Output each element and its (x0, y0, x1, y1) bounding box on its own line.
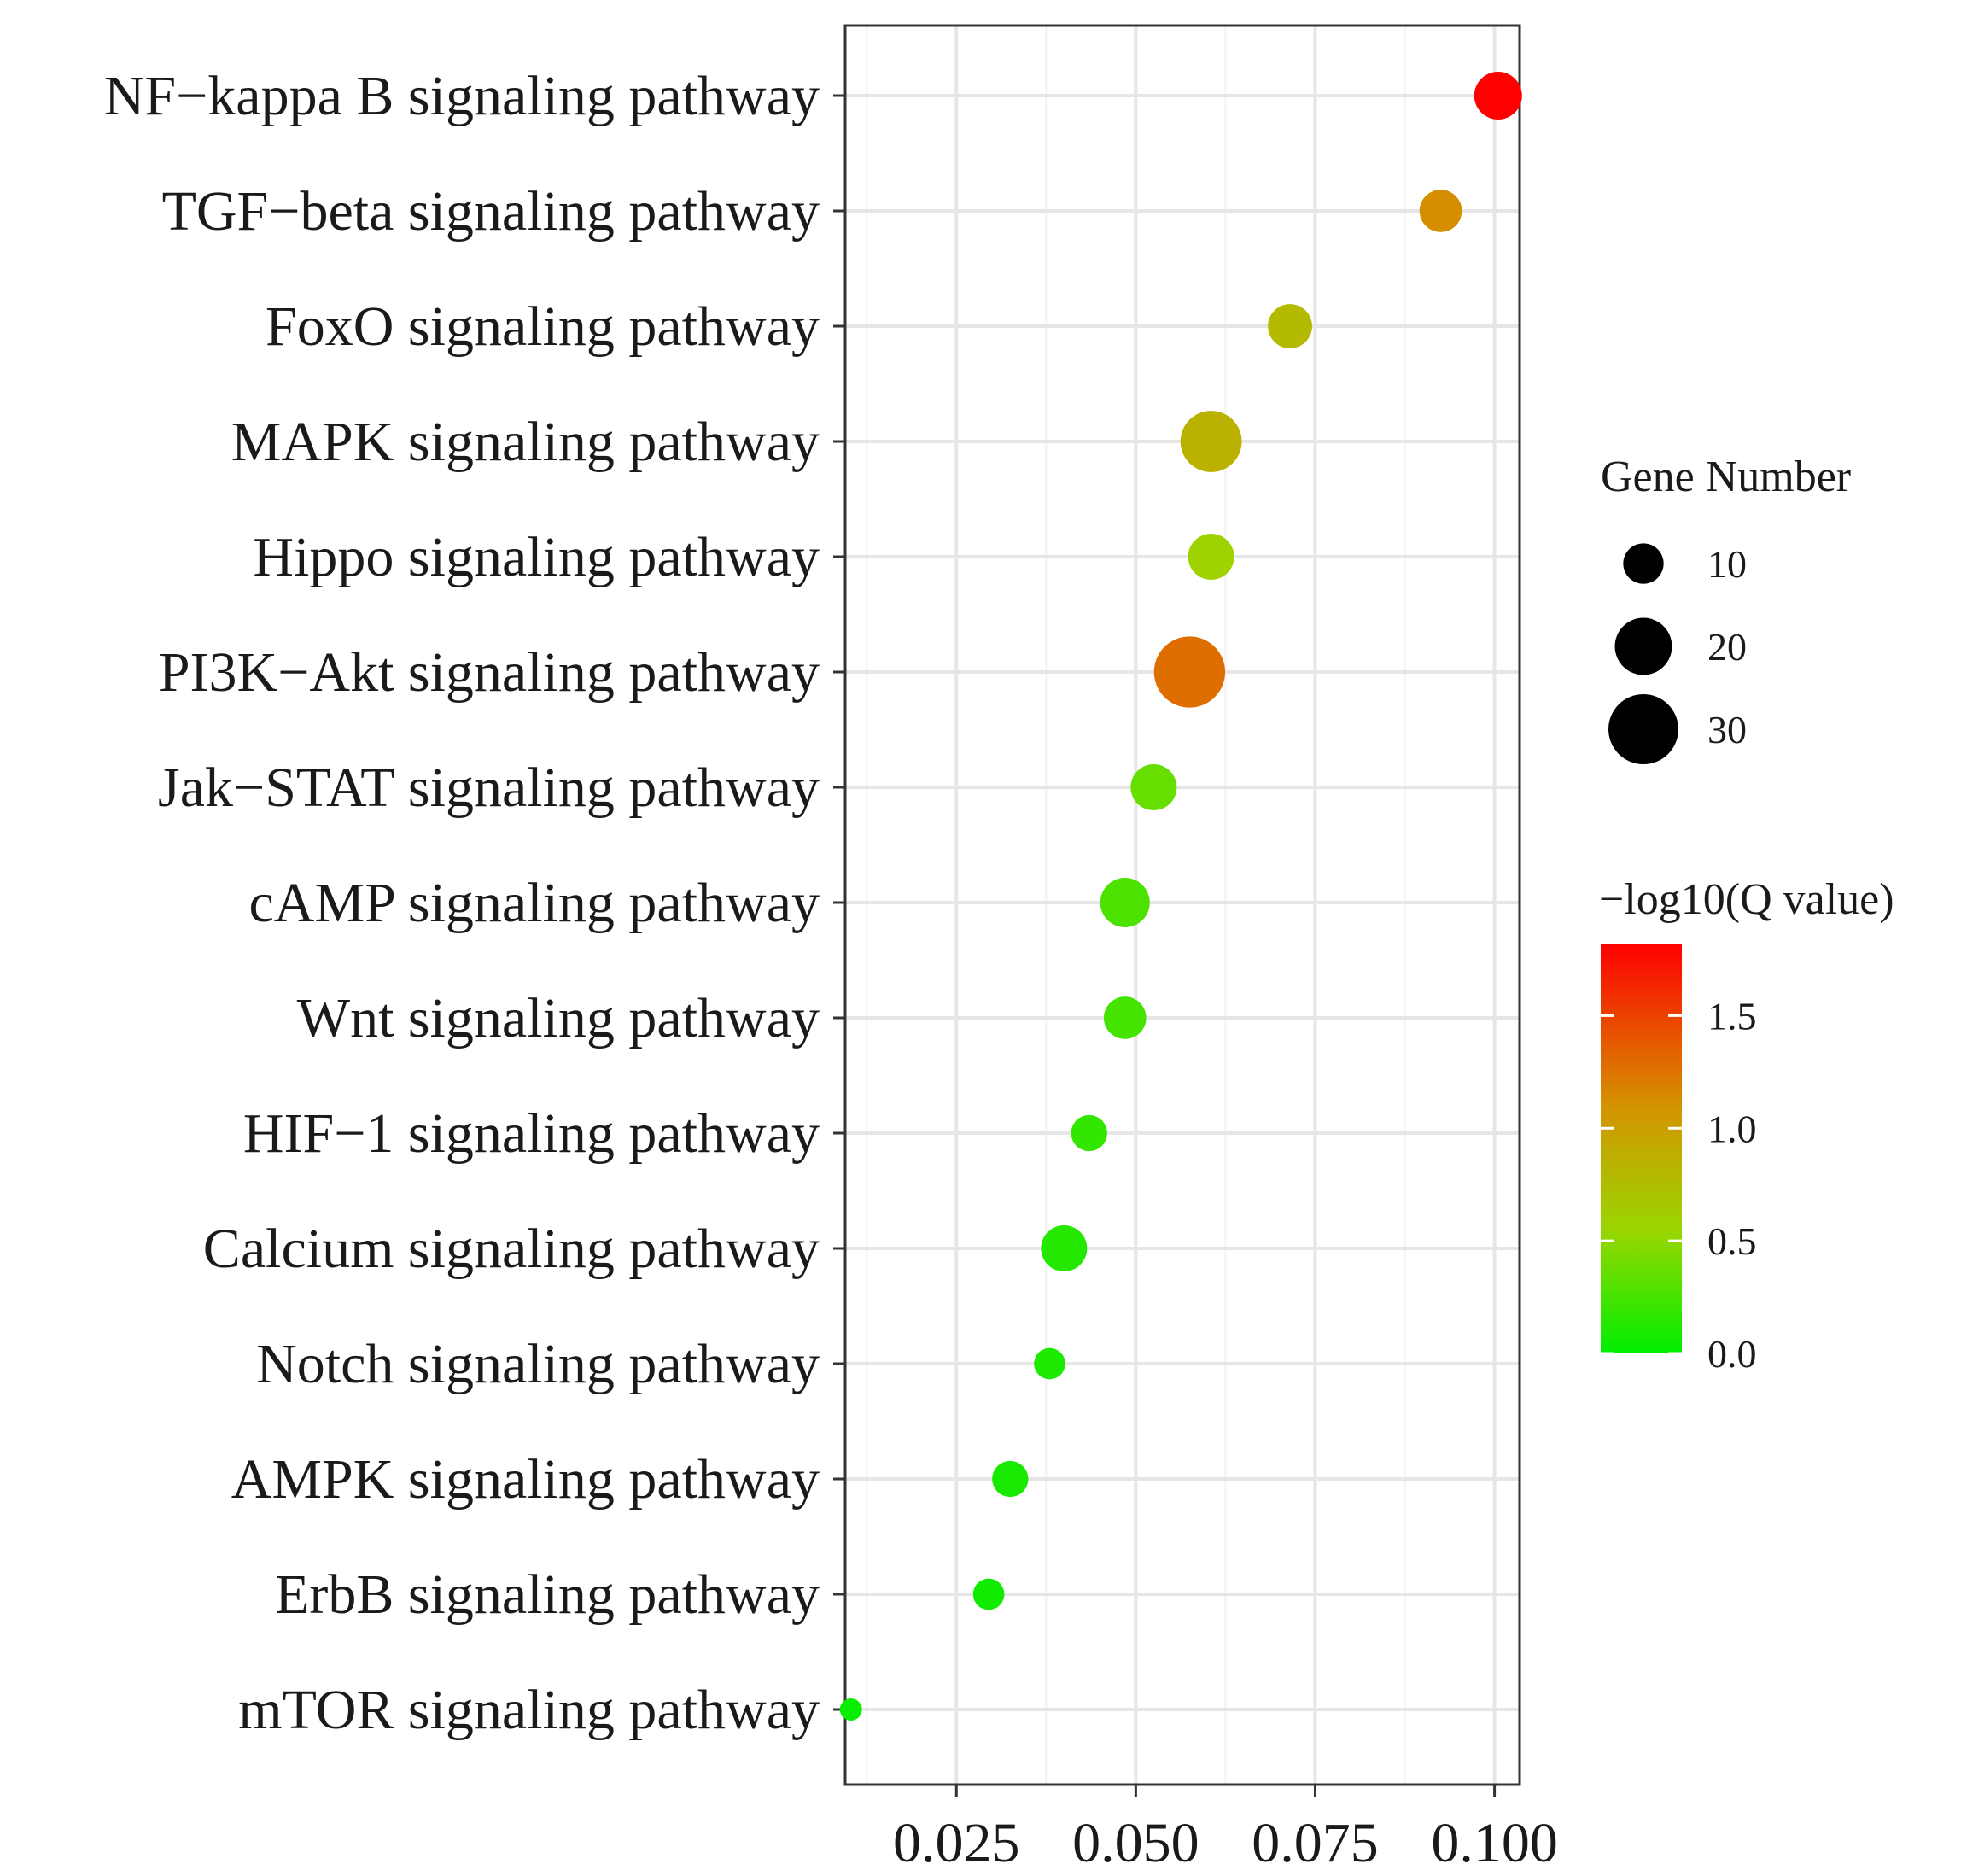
point-tgf-beta-signaling-pathway (1419, 190, 1462, 232)
color-legend-title: −log10(Q value) (1599, 875, 1894, 924)
x-tick-label: 0.050 (1072, 1812, 1199, 1874)
color-legend-label: 1.0 (1707, 1107, 1757, 1150)
y-label-ampk-signaling-pathway: AMPK signaling pathway (231, 1448, 820, 1511)
x-tick-label: 0.100 (1431, 1812, 1558, 1874)
q-value-colorbar-legend: −log10(Q value) 1.5 1.0 0.5 0.0 (1599, 875, 1894, 1376)
point-hif-1-signaling-pathway (1071, 1114, 1107, 1152)
plot-panel (843, 24, 1521, 1786)
point-erbb-signaling-pathway (972, 1578, 1005, 1610)
y-axis: NF−kappa B signaling pathway TGF−beta sig… (104, 65, 845, 1741)
y-label-calcium-signaling-pathway: Calcium signaling pathway (203, 1218, 820, 1280)
size-legend-label: 10 (1707, 542, 1747, 586)
y-label-hif-1-signaling-pathway: HIF−1 signaling pathway (243, 1102, 820, 1165)
y-label-notch-signaling-pathway: Notch signaling pathway (256, 1333, 820, 1395)
y-label-mtor-signaling-pathway: mTOR signaling pathway (238, 1679, 820, 1741)
y-label-pi3k-akt-signaling-pathway: PI3K−Akt signaling pathway (159, 641, 820, 704)
point-camp-signaling-pathway (1100, 878, 1150, 927)
y-label-jak-stat-signaling-pathway: Jak−STAT signaling pathway (158, 757, 820, 819)
point-calcium-signaling-pathway (1041, 1225, 1088, 1271)
x-tick-label: 0.075 (1252, 1812, 1379, 1874)
size-legend-label: 20 (1707, 625, 1747, 669)
point-ampk-signaling-pathway (992, 1460, 1029, 1498)
y-label-hippo-signaling-pathway: Hippo signaling pathway (253, 526, 820, 588)
y-label-camp-signaling-pathway: cAMP signaling pathway (249, 872, 820, 934)
y-label-foxo-signaling-pathway: FoxO signaling pathway (266, 295, 820, 358)
data-points (839, 72, 1522, 1721)
color-legend-label: 0.0 (1707, 1332, 1757, 1376)
point-notch-signaling-pathway (1034, 1347, 1065, 1380)
plot-background (845, 26, 1520, 1785)
color-legend-label: 1.5 (1707, 994, 1757, 1037)
point-jak-stat-signaling-pathway (1130, 764, 1177, 810)
gene-number-legend: Gene Number 10 20 30 (1601, 453, 1851, 764)
color-legend-label: 0.5 (1707, 1219, 1757, 1263)
point-hippo-signaling-pathway (1188, 534, 1234, 580)
size-legend-label: 30 (1707, 708, 1747, 751)
size-legend-key (1623, 543, 1664, 584)
point-mapk-signaling-pathway (1180, 411, 1242, 472)
y-label-erbb-signaling-pathway: ErbB signaling pathway (275, 1563, 820, 1626)
colorbar (1601, 944, 1682, 1353)
point-wnt-signaling-pathway (1103, 996, 1147, 1039)
x-axis: 0.025 0.050 0.075 0.100 (893, 1785, 1558, 1874)
x-tick-label: 0.025 (893, 1812, 1020, 1874)
point-pi3k-akt-signaling-pathway (1153, 636, 1226, 708)
y-label-mapk-signaling-pathway: MAPK signaling pathway (231, 411, 820, 473)
y-label-tgf-beta-signaling-pathway: TGF−beta signaling pathway (162, 180, 820, 243)
y-label-nf-kappa-b-signaling-pathway: NF−kappa B signaling pathway (104, 65, 820, 127)
point-foxo-signaling-pathway (1268, 304, 1312, 348)
panel-border (843, 24, 1521, 1786)
y-label-wnt-signaling-pathway: Wnt signaling pathway (297, 987, 820, 1049)
size-legend-key (1608, 694, 1678, 764)
size-legend-title: Gene Number (1601, 453, 1851, 501)
point-nf-kappa-b-signaling-pathway (1474, 72, 1522, 120)
size-legend-key (1614, 617, 1672, 675)
point-mtor-signaling-pathway (839, 1698, 862, 1721)
